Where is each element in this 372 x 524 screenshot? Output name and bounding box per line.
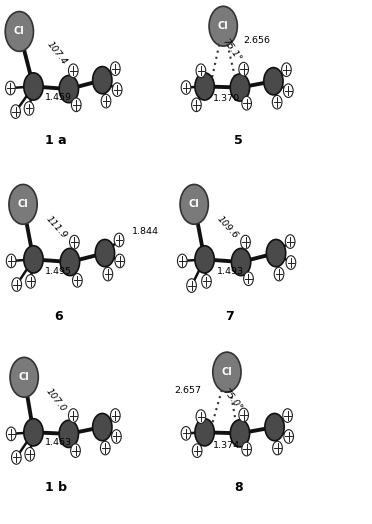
Circle shape [239,62,248,76]
Text: 111.9: 111.9 [44,214,69,241]
Circle shape [230,74,250,101]
Circle shape [209,6,237,46]
Circle shape [285,235,295,248]
Circle shape [283,409,292,422]
Circle shape [26,275,35,288]
Circle shape [187,279,196,292]
Text: 1.459: 1.459 [45,93,72,102]
Text: 2.656: 2.656 [244,37,271,46]
Circle shape [6,81,15,95]
Circle shape [239,408,248,422]
Text: Cl: Cl [189,199,199,210]
Circle shape [103,267,113,281]
Circle shape [283,84,293,97]
Circle shape [264,68,283,95]
Circle shape [195,419,214,446]
Circle shape [273,441,282,455]
Circle shape [110,409,120,422]
Circle shape [241,235,250,249]
Circle shape [196,410,206,423]
Circle shape [242,442,251,456]
Circle shape [6,427,16,441]
Text: 75.0°: 75.0° [220,387,243,412]
Circle shape [24,102,34,115]
Text: 1.370: 1.370 [213,94,240,103]
Circle shape [68,409,78,422]
Circle shape [70,235,79,249]
Text: 7: 7 [225,310,234,323]
Circle shape [181,427,191,440]
Circle shape [286,256,296,269]
Circle shape [110,62,120,75]
Circle shape [71,444,80,457]
Circle shape [112,83,122,96]
Circle shape [180,184,208,224]
Circle shape [196,64,206,78]
Circle shape [59,420,78,447]
Circle shape [68,64,78,78]
Text: 1.493: 1.493 [217,267,244,276]
Text: 2.657: 2.657 [174,386,201,395]
Circle shape [24,73,43,100]
Circle shape [230,420,250,447]
Text: 109.6: 109.6 [215,214,240,241]
Text: 1.495: 1.495 [45,267,73,276]
Circle shape [181,81,191,94]
Circle shape [242,96,251,110]
Text: 1.844: 1.844 [132,227,159,236]
Circle shape [100,441,110,455]
Circle shape [93,67,112,94]
Circle shape [266,239,286,267]
Text: 5: 5 [234,134,243,147]
Text: Cl: Cl [222,367,232,377]
Circle shape [114,233,124,247]
Circle shape [265,413,284,441]
Text: 1.463: 1.463 [45,439,72,447]
Text: 6: 6 [54,310,63,323]
Circle shape [202,275,211,288]
Circle shape [24,246,43,273]
Text: 1.374: 1.374 [213,441,240,450]
Circle shape [73,274,82,287]
Text: Cl: Cl [14,26,25,37]
Circle shape [11,105,20,118]
Circle shape [6,254,16,268]
Circle shape [10,357,38,397]
Text: 1 a: 1 a [45,134,67,147]
Circle shape [284,430,294,443]
Circle shape [272,95,282,109]
Circle shape [192,98,201,112]
Circle shape [231,248,251,276]
Circle shape [192,444,202,457]
Text: 107.0: 107.0 [44,387,68,413]
Circle shape [12,278,22,291]
Circle shape [59,75,78,103]
Circle shape [9,184,37,224]
Text: 107.4: 107.4 [45,40,68,67]
Circle shape [71,98,81,112]
Circle shape [12,451,21,464]
Circle shape [115,254,125,268]
Circle shape [244,272,253,286]
Circle shape [24,419,43,446]
Circle shape [195,246,214,273]
Circle shape [95,239,115,267]
Circle shape [177,254,187,268]
Text: 1 b: 1 b [45,481,67,494]
Circle shape [195,73,214,100]
Circle shape [213,352,241,392]
Text: Cl: Cl [18,199,28,210]
Circle shape [93,413,112,441]
Text: 75.1°: 75.1° [220,37,243,63]
Circle shape [60,248,80,276]
Circle shape [25,447,35,461]
Text: Cl: Cl [19,372,29,383]
Text: Cl: Cl [218,21,228,31]
Circle shape [282,63,291,77]
Text: 8: 8 [234,481,243,494]
Circle shape [274,267,284,281]
Circle shape [112,430,121,443]
Circle shape [5,12,33,51]
Circle shape [101,94,111,108]
